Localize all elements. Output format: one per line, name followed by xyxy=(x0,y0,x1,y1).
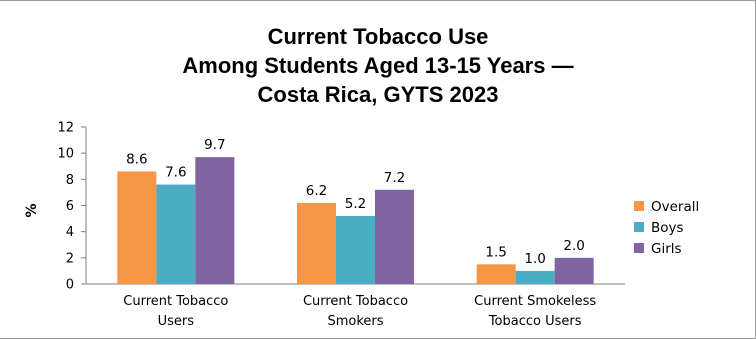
bar-girls xyxy=(195,157,235,284)
legend-label: Overall xyxy=(651,199,699,215)
y-tick-label: 2 xyxy=(66,251,74,266)
bar-overall xyxy=(117,171,157,284)
data-label: 1.5 xyxy=(485,244,506,260)
y-axis-label: % xyxy=(24,203,40,217)
chart-title-line-1: Current Tobacco Use xyxy=(267,24,489,49)
y-tick-label: 6 xyxy=(66,199,74,214)
bar-overall xyxy=(476,264,516,284)
y-tick-label: 0 xyxy=(66,278,74,293)
category-label: Users xyxy=(158,314,195,329)
legend-swatch-girls xyxy=(634,243,644,253)
data-label: 7.2 xyxy=(384,170,405,186)
data-label: 1.0 xyxy=(524,251,545,267)
bar-boys xyxy=(336,215,375,284)
category-label: Smokers xyxy=(327,314,383,329)
y-tick-label: 8 xyxy=(66,173,74,188)
legend-label: Girls xyxy=(651,241,682,257)
data-label: 8.6 xyxy=(126,151,147,167)
category-label: Current Tobacco xyxy=(303,294,408,309)
category-label: Current Tobacco xyxy=(123,294,228,309)
bar-boys xyxy=(515,270,555,284)
category-label: Tobacco Users xyxy=(488,314,582,329)
legend-label: Boys xyxy=(651,220,684,236)
data-label: 6.2 xyxy=(306,183,327,199)
chart-title-line-3: Costa Rica, GYTS 2023 xyxy=(257,82,499,107)
y-tick-label: 4 xyxy=(66,225,74,240)
data-label: 9.7 xyxy=(204,137,225,153)
bar-overall xyxy=(297,202,336,284)
chart-title-line-2: Among Students Aged 13-15 Years — xyxy=(182,53,574,78)
data-label: 7.6 xyxy=(165,165,186,181)
bar-boys xyxy=(156,184,196,284)
data-label: 5.2 xyxy=(345,196,366,212)
data-label: 2.0 xyxy=(563,238,584,254)
chart-title: Current Tobacco Use Among Students Aged … xyxy=(0,22,756,109)
bar-girls xyxy=(554,257,594,284)
bar-girls xyxy=(375,189,414,284)
y-tick-label: 10 xyxy=(57,147,74,162)
legend-swatch-overall xyxy=(634,201,644,211)
category-label: Current Smokeless xyxy=(474,294,596,309)
y-tick-label: 12 xyxy=(57,121,74,136)
legend-swatch-boys xyxy=(634,222,644,232)
